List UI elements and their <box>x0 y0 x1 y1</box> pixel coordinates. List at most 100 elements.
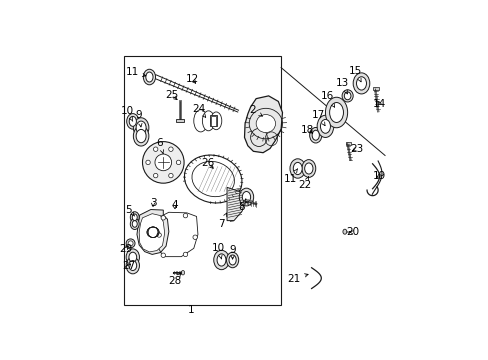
Ellipse shape <box>129 116 136 126</box>
Text: 3: 3 <box>149 198 156 208</box>
Ellipse shape <box>342 229 346 234</box>
Circle shape <box>145 160 150 165</box>
Ellipse shape <box>126 249 139 266</box>
Ellipse shape <box>181 270 184 275</box>
Text: 21: 21 <box>286 274 307 284</box>
Circle shape <box>168 174 173 178</box>
Circle shape <box>183 213 187 218</box>
Circle shape <box>157 233 161 237</box>
Circle shape <box>183 252 187 257</box>
Text: 5: 5 <box>125 204 135 216</box>
Ellipse shape <box>145 72 153 82</box>
Ellipse shape <box>217 254 225 266</box>
Text: 4: 4 <box>171 201 177 210</box>
Circle shape <box>153 174 158 178</box>
Ellipse shape <box>242 192 250 203</box>
Ellipse shape <box>311 130 319 140</box>
Ellipse shape <box>320 120 330 133</box>
Ellipse shape <box>132 221 137 227</box>
Ellipse shape <box>202 111 214 131</box>
Ellipse shape <box>133 126 148 146</box>
Circle shape <box>155 154 171 171</box>
Ellipse shape <box>309 127 321 143</box>
Circle shape <box>128 241 133 246</box>
Ellipse shape <box>352 73 369 94</box>
Text: 7: 7 <box>218 213 226 229</box>
Bar <box>345 143 350 145</box>
Text: 25: 25 <box>164 90 178 100</box>
Bar <box>176 119 183 122</box>
Ellipse shape <box>193 110 207 132</box>
Text: 15: 15 <box>348 66 361 82</box>
Text: 8: 8 <box>238 199 245 212</box>
Text: 10: 10 <box>121 106 134 121</box>
Text: 2: 2 <box>249 105 262 116</box>
Text: 19: 19 <box>372 171 386 181</box>
Ellipse shape <box>228 255 236 265</box>
Ellipse shape <box>293 162 302 175</box>
Circle shape <box>168 147 173 152</box>
Ellipse shape <box>213 250 229 270</box>
Text: 16: 16 <box>321 91 334 107</box>
Circle shape <box>176 160 181 165</box>
Ellipse shape <box>132 214 137 221</box>
Ellipse shape <box>317 115 333 138</box>
Text: 14: 14 <box>372 99 386 109</box>
Text: 22: 22 <box>297 177 311 190</box>
Ellipse shape <box>126 257 139 274</box>
Text: 6: 6 <box>156 138 163 154</box>
Polygon shape <box>226 187 244 221</box>
Ellipse shape <box>210 112 222 130</box>
Ellipse shape <box>304 163 312 174</box>
Ellipse shape <box>136 121 146 134</box>
Text: 1: 1 <box>187 305 194 315</box>
Ellipse shape <box>130 212 139 223</box>
Text: 24: 24 <box>192 104 205 117</box>
Text: 13: 13 <box>335 78 348 94</box>
Ellipse shape <box>130 219 139 229</box>
Ellipse shape <box>129 252 137 262</box>
Ellipse shape <box>342 90 352 102</box>
Polygon shape <box>244 96 282 153</box>
Circle shape <box>153 147 158 152</box>
Ellipse shape <box>289 159 305 178</box>
Text: 28: 28 <box>167 273 181 286</box>
Circle shape <box>126 239 135 248</box>
Text: 9: 9 <box>135 110 142 127</box>
Ellipse shape <box>344 92 350 100</box>
Polygon shape <box>137 210 168 255</box>
Circle shape <box>193 235 197 239</box>
Ellipse shape <box>126 114 139 129</box>
Text: 20: 20 <box>345 227 358 237</box>
Ellipse shape <box>329 103 343 122</box>
Text: 17: 17 <box>311 110 325 126</box>
Bar <box>211 116 215 126</box>
Text: 10: 10 <box>212 243 225 259</box>
Bar <box>210 115 216 126</box>
Text: 26: 26 <box>201 158 214 168</box>
Ellipse shape <box>133 118 148 138</box>
Text: 12: 12 <box>185 74 199 84</box>
Ellipse shape <box>184 155 242 203</box>
Ellipse shape <box>192 161 234 197</box>
Circle shape <box>142 141 183 183</box>
Ellipse shape <box>129 261 137 270</box>
Bar <box>372 87 379 90</box>
Text: 23: 23 <box>349 144 363 153</box>
Ellipse shape <box>325 97 347 128</box>
Text: 18: 18 <box>300 125 313 135</box>
Text: 11: 11 <box>283 169 297 184</box>
Ellipse shape <box>301 159 315 177</box>
Ellipse shape <box>226 252 238 268</box>
Ellipse shape <box>136 129 146 143</box>
Ellipse shape <box>239 188 253 206</box>
Circle shape <box>161 253 165 257</box>
Text: 9: 9 <box>229 245 235 259</box>
Circle shape <box>161 216 165 220</box>
Text: 29: 29 <box>119 244 132 254</box>
Ellipse shape <box>143 69 155 85</box>
Polygon shape <box>139 214 164 252</box>
Text: 11: 11 <box>125 67 145 77</box>
Text: 27: 27 <box>122 261 135 271</box>
Ellipse shape <box>256 114 275 132</box>
